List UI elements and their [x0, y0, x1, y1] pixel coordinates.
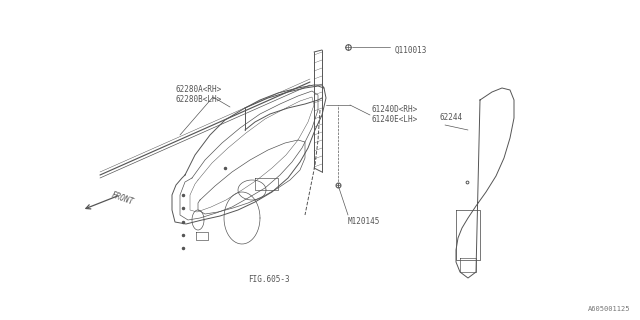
Text: 61240E<LH>: 61240E<LH> — [372, 115, 419, 124]
Text: 62280B<LH>: 62280B<LH> — [175, 94, 221, 103]
Text: 62280A<RH>: 62280A<RH> — [175, 85, 221, 94]
Text: M120145: M120145 — [348, 218, 380, 227]
Text: 62244: 62244 — [440, 114, 463, 123]
Text: A605001125: A605001125 — [588, 306, 630, 312]
Text: FRONT: FRONT — [110, 191, 135, 207]
Text: FIG.605-3: FIG.605-3 — [248, 276, 290, 284]
Text: Q110013: Q110013 — [395, 45, 428, 54]
Text: 61240D<RH>: 61240D<RH> — [372, 106, 419, 115]
